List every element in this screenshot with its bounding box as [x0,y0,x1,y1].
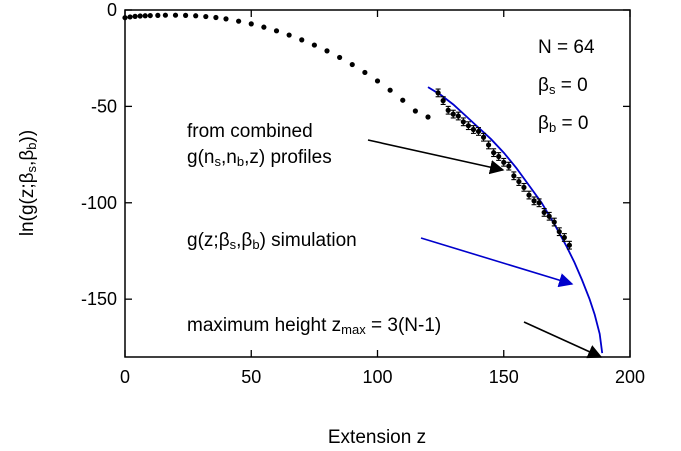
data-point [551,219,557,225]
data-point [122,15,128,21]
y-axis-title-sub-s: s [24,165,39,172]
data-point [480,134,487,140]
data-point [127,14,133,20]
annotation-max-height: maximum height zmax = 3(N-1) [187,315,441,337]
data-point [203,13,209,20]
data-point [311,42,317,48]
data-point [137,13,143,19]
data-point [261,24,267,30]
data-point [412,108,418,114]
data-point [491,150,497,156]
x-tick-label: 150 [489,367,519,387]
data-point [132,13,138,19]
data-point [526,192,532,198]
data-point [541,209,547,216]
axis-ticks [124,9,631,357]
data-point [536,200,542,206]
y-axis-title-beta-b: β [17,150,38,161]
data-point [521,184,527,190]
data-point [425,114,431,120]
data-point [435,90,441,96]
data-point [501,159,507,165]
data-point [162,12,168,18]
annotation-simulation-arrow [420,237,574,288]
simulation-series [427,86,604,354]
param-beta-b: βb = 0 [538,113,588,135]
annotation-combined-line2: g(ns,nb,z) profiles [187,147,332,169]
data-point [440,98,446,104]
x-tick-label: 200 [615,367,645,387]
x-axis-title: Extension z [328,427,426,448]
param-beta-s: βs = 0 [538,75,588,97]
y-tick-label: -100 [81,193,117,213]
y-axis-title-beta-s: β [17,172,38,183]
data-point [470,126,477,133]
y-axis-title-sub-b: b [24,142,39,149]
y-tick-label: -150 [81,289,117,309]
data-point [561,234,567,241]
data-point [172,12,179,18]
data-point [445,107,451,113]
data-point [566,242,573,248]
data-point [155,12,161,18]
y-axis-title-prefix: ln(g(z; [17,183,38,236]
data-point [183,12,189,18]
param-n: N = 64 [538,37,595,58]
plot-frame [124,9,631,358]
data-point [213,14,219,21]
data-point [324,48,330,54]
combined-profile-series [122,12,573,250]
data-point [460,119,466,125]
data-point [450,111,456,117]
tick-labels: 0 50 100 150 200 0 -50 -100 -150 [81,0,645,387]
y-tick-label: 0 [107,0,117,20]
data-point [465,123,471,129]
data-point [248,21,254,27]
data-point [387,87,393,93]
simulation-line [427,86,604,354]
x-tick-label: 0 [120,367,130,387]
data-point [374,78,381,84]
data-point [531,198,537,204]
data-point [496,153,502,160]
data-point [286,32,292,38]
data-point [455,113,461,119]
data-point [546,213,552,219]
data-point [236,18,242,24]
data-point [556,229,562,235]
data-point [147,12,153,19]
data-point [299,37,305,43]
annotation-combined-line1: from combined [187,121,313,142]
data-point [142,13,148,19]
data-point [193,13,199,19]
y-axis-title-comma: , [17,161,38,166]
data-point [337,54,343,61]
annotation-combined-arrow [367,139,505,175]
data-point [506,163,512,169]
data-point [511,173,517,179]
data-point [486,142,492,148]
data-point [516,178,522,185]
x-tick-label: 50 [241,367,261,387]
y-axis-title-suffix: )) [17,130,38,143]
y-tick-label: -50 [91,96,117,116]
data-point [273,28,280,34]
data-point [223,16,229,22]
data-point [475,128,482,135]
annotation-max-height-arrow [523,321,603,359]
x-tick-label: 100 [362,367,392,387]
annotation-simulation: g(z;βs,βb) simulation [187,230,357,252]
data-point [362,69,368,76]
y-axis-title: ln(g(z;βs,βb)) [17,130,39,236]
data-point [349,61,355,68]
data-point [400,97,406,103]
